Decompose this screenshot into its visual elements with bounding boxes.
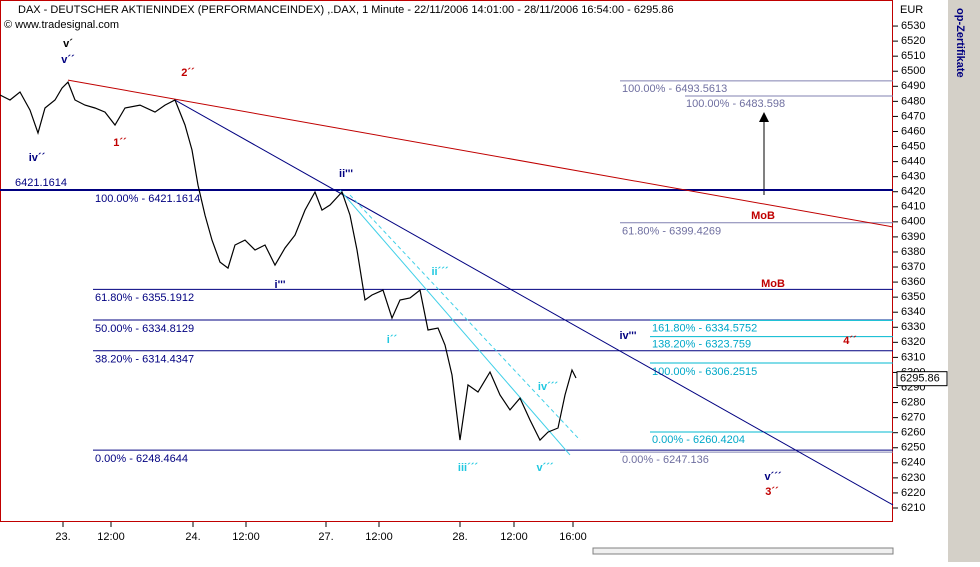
side-tab[interactable]: op-Zertifikate (954, 8, 966, 78)
y-tick-label: 6380 (901, 246, 925, 258)
x-tick-label: 24. (185, 531, 200, 543)
trend-line (339, 189, 571, 456)
trend-line (349, 194, 581, 441)
y-tick-label: 6460 (901, 125, 925, 137)
scrollbar[interactable] (592, 547, 894, 555)
source: © www.tradesignal.com (4, 19, 119, 31)
x-tick-label: 12:00 (365, 531, 393, 543)
y-tick-label: 6360 (901, 276, 925, 288)
wave-label: iv''' (619, 330, 636, 342)
y-tick-label: 6330 (901, 321, 925, 333)
y-tick-label: 6260 (901, 427, 925, 439)
level-label: 61.80% - 6355.1912 (95, 292, 194, 304)
level-label: 50.00% - 6334.8129 (95, 323, 194, 335)
x-tick-label: 27. (318, 531, 333, 543)
y-tick-label: 6240 (901, 457, 925, 469)
wave-label: i''' (275, 279, 286, 291)
wave-label: v´´´ (536, 462, 553, 474)
wave-label: iii´´´ (458, 462, 478, 474)
level-side-label: 6421.1614 (15, 177, 67, 189)
x-tick-label: 12:00 (500, 531, 528, 543)
x-tick-label: 12:00 (232, 531, 260, 543)
plot-frame (0, 0, 893, 522)
y-tick-label: 6350 (901, 291, 925, 303)
y-tick-label: 6440 (901, 156, 925, 168)
x-tick-label: 12:00 (97, 531, 125, 543)
level-label: 100.00% - 6306.2515 (652, 366, 757, 378)
y-tick-label: 6320 (901, 336, 925, 348)
wave-label: 4´´ (843, 335, 857, 347)
level-label: 100.00% - 6421.1614 (95, 193, 200, 205)
level-label: 138.20% - 6323.759 (652, 339, 751, 351)
y-tick-label: 6410 (901, 201, 925, 213)
arrow-head (759, 112, 769, 122)
y-tick-label: 6510 (901, 50, 925, 62)
y-tick-label: 6450 (901, 140, 925, 152)
level-label: 100.00% - 6493.5613 (622, 83, 727, 95)
y-tick-label: 6390 (901, 231, 925, 243)
y-tick-label: 6310 (901, 351, 925, 363)
level-label: 161.80% - 6334.5752 (652, 322, 757, 334)
currency: EUR (900, 4, 923, 16)
chart-title: DAX - DEUTSCHER AKTIENINDEX (PERFORMANCE… (18, 4, 674, 16)
level-label: 100.00% - 6483.598 (686, 98, 785, 110)
y-tick-label: 6220 (901, 487, 925, 499)
y-tick-label: 6400 (901, 216, 925, 228)
level-label: 0.00% - 6248.4644 (95, 453, 188, 465)
y-tick-label: 6250 (901, 442, 925, 454)
y-tick-label: 6470 (901, 110, 925, 122)
wave-label: ii´´´ (431, 266, 448, 278)
last-price-label: 6295.86 (900, 373, 940, 385)
wave-label: 1´´ (113, 137, 127, 149)
y-tick-label: 6480 (901, 95, 925, 107)
wave-label: i´´ (387, 334, 398, 346)
y-tick-label: 6270 (901, 412, 925, 424)
wave-label: v´´´ (764, 471, 781, 483)
wave-label: 2´´ (181, 67, 195, 79)
x-tick-label: 23. (55, 531, 70, 543)
y-tick-label: 6230 (901, 472, 925, 484)
trend-line (67, 79, 894, 228)
y-tick-label: 6280 (901, 396, 925, 408)
trend-line (174, 99, 894, 506)
y-tick-label: 6520 (901, 35, 925, 47)
wave-label: 3´´ (765, 486, 779, 498)
x-tick-label: 28. (452, 531, 467, 543)
last-price-box (896, 371, 948, 387)
level-label: 0.00% - 6260.4204 (652, 434, 745, 446)
level-label: 38.20% - 6314.4347 (95, 354, 194, 366)
y-tick-label: 6420 (901, 186, 925, 198)
side-panel (948, 0, 980, 562)
wave-label: ii''' (339, 168, 353, 180)
wave-label: iv´´´ (538, 381, 559, 393)
y-tick-label: 6370 (901, 261, 925, 273)
wave-label: MoB (761, 278, 785, 290)
wave-label: v´ (63, 38, 73, 50)
y-tick-label: 6430 (901, 171, 925, 183)
y-tick-label: 6530 (901, 20, 925, 32)
wave-label: MoB (751, 210, 775, 222)
wave-label: v´´ (61, 54, 75, 66)
y-tick-label: 6500 (901, 65, 925, 77)
x-tick-label: 16:00 (559, 531, 587, 543)
level-label: 61.80% - 6399.4269 (622, 226, 721, 238)
price-line (0, 81, 577, 442)
y-tick-label: 6210 (901, 502, 925, 514)
y-tick-label: 6340 (901, 306, 925, 318)
level-label: 0.00% - 6247.136 (622, 454, 709, 466)
wave-label: iv´´ (29, 152, 46, 164)
y-tick-label: 6490 (901, 80, 925, 92)
